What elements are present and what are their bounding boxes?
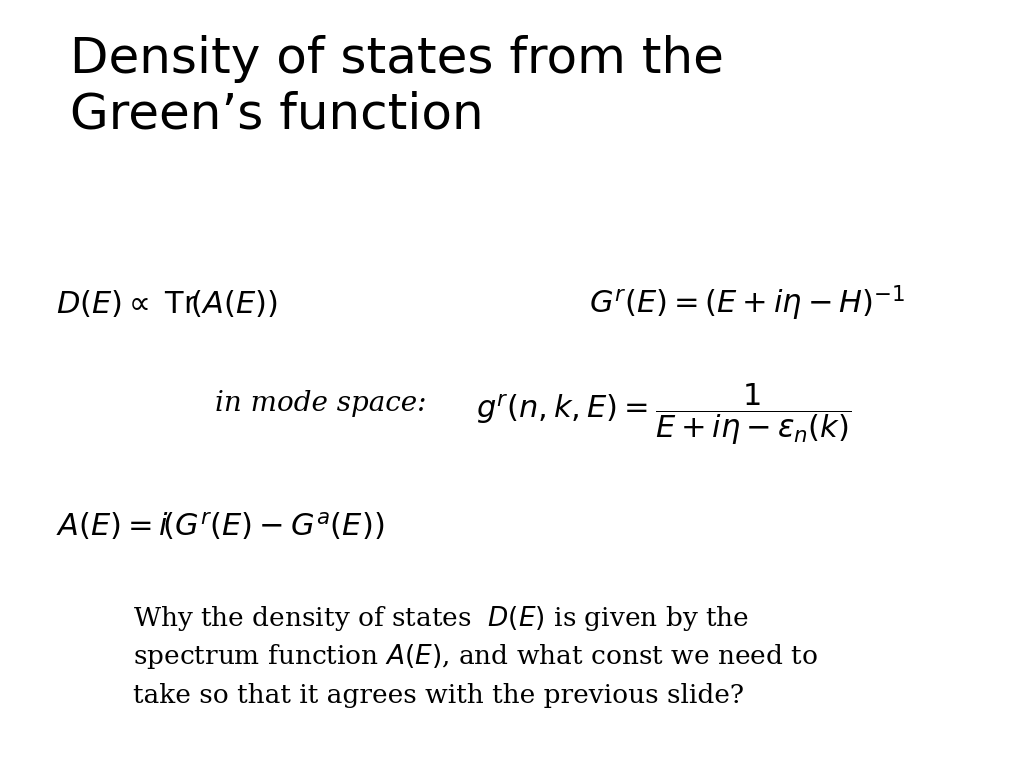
Text: Why the density of states  $D(E)$ is given by the: Why the density of states $D(E)$ is give… [133, 604, 750, 633]
Text: $D(E) \propto\;  \mathrm{Tr}\!\left(A(E)\right)$: $D(E) \propto\; \mathrm{Tr}\!\left(A(E)\… [56, 288, 279, 319]
Text: $G^{r}(E) = \left(E + i\eta - H\right)^{-1}$: $G^{r}(E) = \left(E + i\eta - H\right)^{… [589, 283, 905, 323]
Text: in mode space:: in mode space: [215, 389, 427, 417]
Text: $g^{r}(n,k,E) = \dfrac{1}{E + i\eta - \varepsilon_{n}(k)}$: $g^{r}(n,k,E) = \dfrac{1}{E + i\eta - \v… [476, 382, 852, 448]
Text: $A(E) = i\!\left(G^{r}(E) - G^{a}(E)\right)$: $A(E) = i\!\left(G^{r}(E) - G^{a}(E)\rig… [56, 510, 385, 542]
Text: spectrum function $A(E)$, and what const we need to: spectrum function $A(E)$, and what const… [133, 642, 818, 671]
Text: Density of states from the
Green’s function: Density of states from the Green’s funct… [70, 35, 724, 138]
Text: take so that it agrees with the previous slide?: take so that it agrees with the previous… [133, 683, 744, 707]
